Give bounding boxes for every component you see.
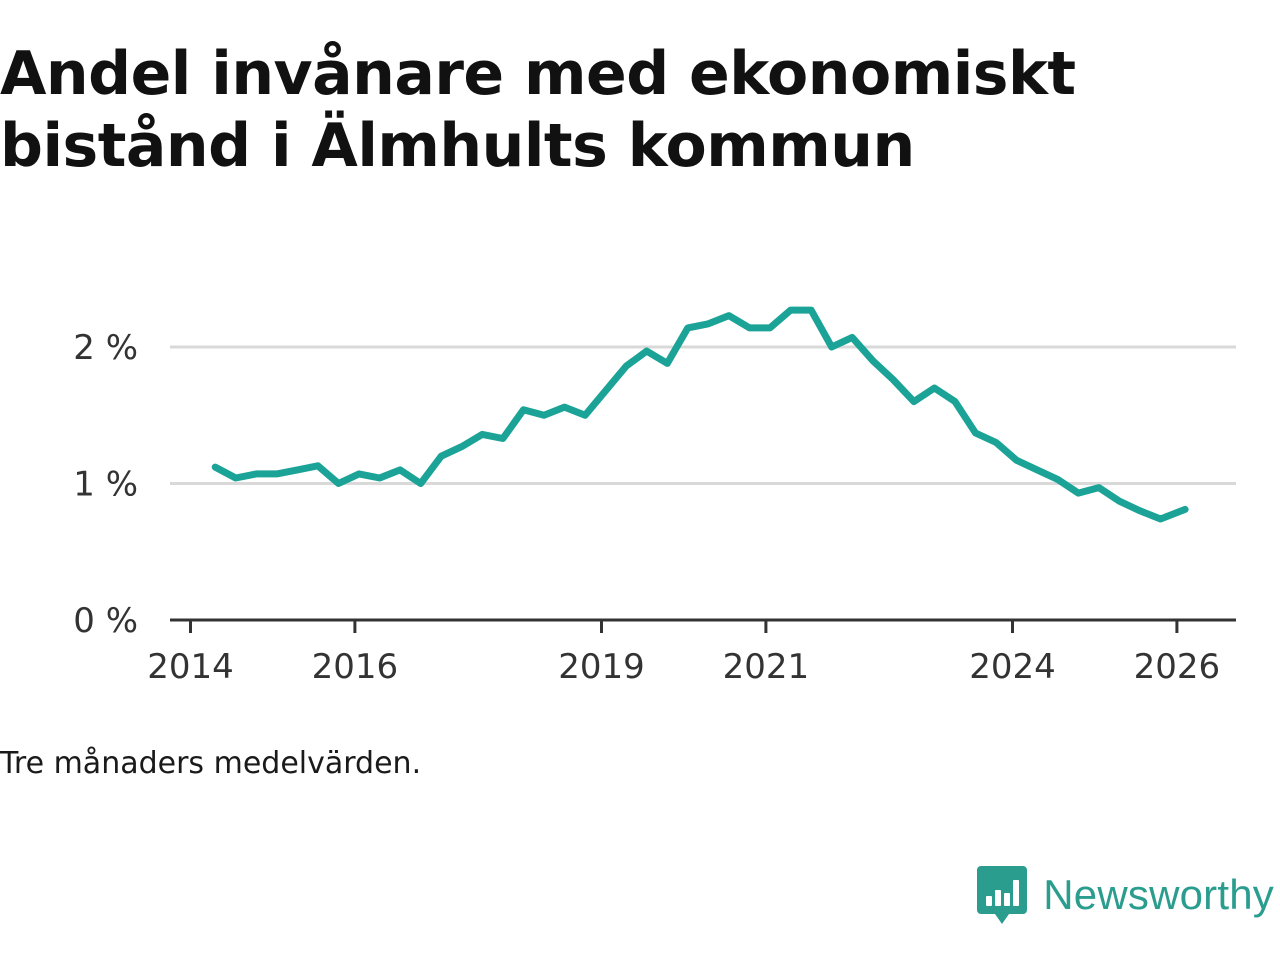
x-tick-label: 2026 <box>1134 647 1221 687</box>
x-tick-label: 2019 <box>558 647 645 687</box>
brand-logo: Newsworthy <box>977 866 1274 924</box>
y-axis-labels: 0 % 1 % 2 % <box>73 328 138 641</box>
y-tick-label: 1 % <box>73 465 138 505</box>
x-tick-label: 2024 <box>969 647 1056 687</box>
x-tick-label: 2016 <box>312 647 399 687</box>
series-line-0 <box>211 306 1189 523</box>
y-tick-label: 2 % <box>73 328 138 368</box>
series-layer <box>211 306 1189 523</box>
x-tick-label: 2021 <box>723 647 810 687</box>
line-chart: 0 % 1 % 2 % 2014 2016 2019 2021 2024 2026 <box>73 306 1236 687</box>
y-tick-label: 0 % <box>73 601 138 641</box>
grid-lines <box>170 345 1236 485</box>
chart-title: Andel invånare med ekonomiskt bistånd i … <box>0 39 1076 181</box>
x-axis-labels: 2014 2016 2019 2021 2024 2026 <box>147 647 1220 687</box>
chart-note: Tre månaders medelvärden. <box>0 746 422 781</box>
brand-name: Newsworthy <box>1043 871 1274 918</box>
x-tick-label: 2014 <box>147 647 234 687</box>
x-axis-ticks <box>189 620 1179 633</box>
bar-chart-speech-bubble-icon <box>977 866 1028 924</box>
